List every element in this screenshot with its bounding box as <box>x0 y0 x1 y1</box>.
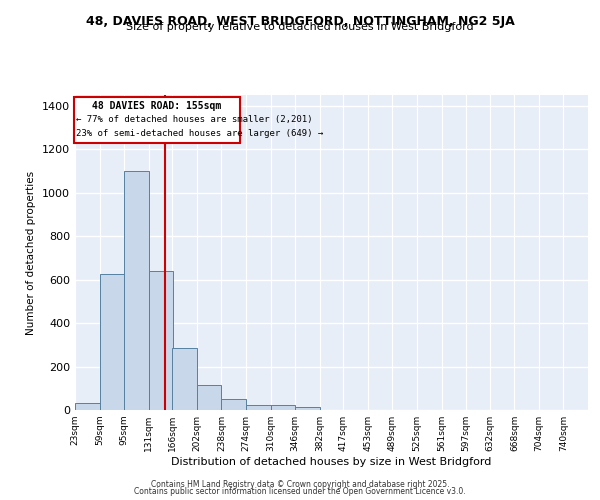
Text: 48, DAVIES ROAD, WEST BRIDGFORD, NOTTINGHAM, NG2 5JA: 48, DAVIES ROAD, WEST BRIDGFORD, NOTTING… <box>86 15 514 28</box>
Bar <box>246 404 271 410</box>
Text: Size of property relative to detached houses in West Bridgford: Size of property relative to detached ho… <box>126 22 474 32</box>
Bar <box>75 404 100 410</box>
Y-axis label: Number of detached properties: Number of detached properties <box>26 170 37 334</box>
Text: 23% of semi-detached houses are larger (649) →: 23% of semi-detached houses are larger (… <box>76 129 323 138</box>
Bar <box>221 399 246 410</box>
Bar <box>295 406 320 410</box>
Text: Contains public sector information licensed under the Open Government Licence v3: Contains public sector information licen… <box>134 487 466 496</box>
Bar <box>74 97 240 143</box>
Bar <box>100 274 124 410</box>
Text: ← 77% of detached houses are smaller (2,201): ← 77% of detached houses are smaller (2,… <box>76 114 312 124</box>
Bar <box>271 404 295 410</box>
X-axis label: Distribution of detached houses by size in West Bridgford: Distribution of detached houses by size … <box>172 457 491 467</box>
Bar <box>197 385 221 410</box>
Bar <box>172 348 197 410</box>
Text: Contains HM Land Registry data © Crown copyright and database right 2025.: Contains HM Land Registry data © Crown c… <box>151 480 449 489</box>
Bar <box>149 271 173 410</box>
Bar <box>124 171 149 410</box>
Text: 48 DAVIES ROAD: 155sqm: 48 DAVIES ROAD: 155sqm <box>92 101 221 111</box>
